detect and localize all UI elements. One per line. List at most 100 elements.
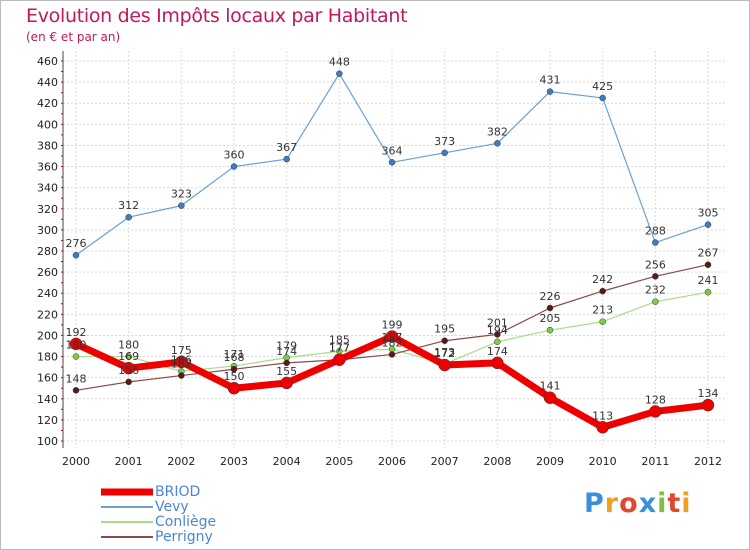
data-label-vevy: 364 bbox=[382, 144, 403, 157]
data-label-briod: 141 bbox=[540, 380, 561, 393]
data-point-vevy bbox=[546, 88, 554, 95]
data-label-briod: 192 bbox=[66, 326, 87, 339]
data-point-vevy bbox=[704, 221, 712, 228]
data-point-perrigny bbox=[388, 351, 396, 358]
data-point-perrigny bbox=[441, 337, 448, 344]
y-tick-label: 140 bbox=[37, 393, 58, 406]
data-point-conlige bbox=[599, 318, 606, 325]
chart-title: Evolution des Impôts locaux par Habitant bbox=[26, 5, 408, 27]
data-point-vevy bbox=[72, 251, 80, 259]
data-label-briod: 169 bbox=[118, 350, 139, 363]
data-label-vevy: 367 bbox=[276, 141, 297, 154]
data-label-vevy: 425 bbox=[592, 80, 613, 93]
data-label-briod: 155 bbox=[276, 365, 297, 378]
data-point-briod bbox=[227, 381, 241, 395]
data-point-briod bbox=[438, 358, 451, 372]
data-label-perrigny: 256 bbox=[645, 258, 666, 271]
data-label-briod: 174 bbox=[487, 345, 508, 358]
y-tick-label: 200 bbox=[37, 329, 58, 342]
x-tick-label: 2000 bbox=[62, 455, 90, 468]
data-label-perrigny: 182 bbox=[382, 336, 403, 349]
y-tick-label: 220 bbox=[37, 308, 58, 321]
data-label-perrigny: 242 bbox=[592, 273, 613, 286]
y-tick-label: 460 bbox=[37, 55, 58, 68]
logo-letter: i bbox=[657, 488, 668, 519]
x-tick-label: 2002 bbox=[167, 455, 195, 468]
x-tick-label: 2008 bbox=[483, 455, 511, 468]
data-label-conlige: 180 bbox=[118, 339, 139, 352]
logo-letter: r bbox=[604, 488, 620, 519]
data-label-vevy: 312 bbox=[118, 199, 139, 212]
data-label-conlige: 180 bbox=[66, 339, 87, 352]
data-point-conlige bbox=[494, 338, 501, 346]
y-tick-label: 420 bbox=[37, 97, 58, 110]
data-label-vevy: 288 bbox=[645, 225, 666, 238]
data-point-briod bbox=[596, 421, 609, 434]
data-label-vevy: 323 bbox=[171, 188, 192, 201]
data-point-vevy bbox=[388, 159, 396, 166]
data-point-vevy bbox=[283, 155, 290, 163]
data-label-perrigny: 174 bbox=[276, 345, 297, 358]
y-tick-label: 360 bbox=[37, 161, 58, 174]
data-label-vevy: 276 bbox=[66, 237, 87, 250]
x-tick-label: 2004 bbox=[273, 455, 301, 468]
data-point-perrigny bbox=[704, 261, 712, 268]
data-label-vevy: 448 bbox=[329, 56, 350, 69]
data-point-briod bbox=[175, 355, 188, 369]
data-label-perrigny: 195 bbox=[434, 323, 455, 336]
data-point-vevy bbox=[599, 94, 606, 102]
data-point-perrigny bbox=[599, 287, 606, 295]
legend-label-conliege: Conliège bbox=[155, 514, 217, 530]
data-label-vevy: 382 bbox=[487, 125, 508, 138]
data-label-conlige: 171 bbox=[224, 348, 245, 361]
data-label-perrigny: 226 bbox=[540, 290, 561, 303]
data-point-briod bbox=[333, 353, 346, 366]
proxiti-logo: Proxiti bbox=[584, 488, 692, 519]
data-label-briod: 113 bbox=[592, 409, 613, 422]
data-point-conlige bbox=[652, 298, 659, 305]
data-point-briod bbox=[491, 356, 504, 370]
data-label-conlige: 185 bbox=[329, 333, 350, 346]
data-label-perrigny: 201 bbox=[487, 316, 508, 329]
data-point-vevy bbox=[178, 202, 185, 209]
data-label-conlige: 179 bbox=[276, 340, 297, 353]
data-label-vevy: 305 bbox=[698, 207, 719, 220]
data-point-conlige bbox=[125, 353, 132, 360]
y-tick-label: 340 bbox=[37, 182, 58, 195]
y-tick-label: 260 bbox=[37, 266, 58, 279]
data-point-briod bbox=[543, 391, 557, 404]
y-tick-label: 440 bbox=[37, 76, 58, 89]
data-point-conlige bbox=[704, 288, 712, 296]
data-point-briod bbox=[122, 361, 135, 375]
data-label-perrigny: 177 bbox=[329, 342, 350, 355]
y-tick-label: 180 bbox=[37, 351, 58, 364]
data-point-vevy bbox=[125, 213, 132, 221]
data-point-perrigny bbox=[652, 273, 659, 280]
y-tick-label: 320 bbox=[37, 203, 58, 216]
y-tick-label: 120 bbox=[37, 414, 58, 427]
data-label-perrigny: 267 bbox=[698, 247, 719, 260]
data-label-perrigny: 168 bbox=[224, 351, 245, 364]
legend-swatch-conliege bbox=[101, 521, 153, 523]
data-label-briod: 128 bbox=[645, 393, 666, 406]
x-tick-label: 2009 bbox=[536, 455, 564, 468]
legend-swatch-vevy bbox=[101, 506, 153, 508]
data-label-perrigny: 156 bbox=[118, 364, 139, 377]
x-tick-label: 2003 bbox=[220, 455, 248, 468]
data-point-conlige bbox=[546, 326, 554, 334]
data-label-briod: 199 bbox=[382, 319, 403, 332]
logo-letter: o bbox=[619, 488, 639, 519]
data-label-briod: 150 bbox=[224, 370, 245, 383]
x-tick-label: 2006 bbox=[378, 455, 406, 468]
data-point-vevy bbox=[494, 140, 501, 147]
data-point-briod bbox=[701, 398, 715, 412]
data-label-conlige: 205 bbox=[540, 312, 561, 325]
data-point-vevy bbox=[652, 239, 659, 246]
x-tick-label: 2005 bbox=[325, 455, 353, 468]
legend-swatch-briod bbox=[101, 488, 153, 496]
y-tick-label: 160 bbox=[37, 372, 58, 385]
data-point-vevy bbox=[441, 149, 448, 157]
data-label-vevy: 360 bbox=[224, 149, 245, 162]
data-point-briod bbox=[69, 337, 83, 351]
